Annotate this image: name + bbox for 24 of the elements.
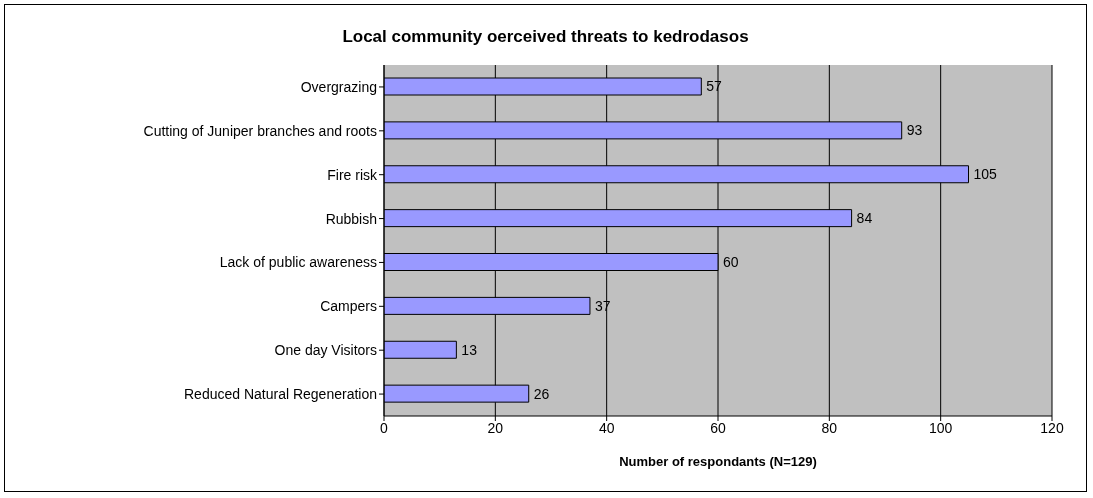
x-tick-label: 100 bbox=[928, 419, 953, 436]
data-label: 26 bbox=[533, 385, 550, 402]
data-label: 57 bbox=[706, 78, 723, 95]
x-tick-label: 60 bbox=[710, 419, 726, 436]
x-tick-label: 80 bbox=[821, 419, 838, 436]
chart-title: Local community oerceived threats to kedrodasos bbox=[341, 27, 750, 47]
x-tick-label: 20 bbox=[487, 419, 504, 436]
data-label: 105 bbox=[973, 166, 998, 183]
y-tick-label: Cutting of Juniper branches and roots bbox=[143, 122, 377, 139]
x-tick-label: 0 bbox=[380, 419, 389, 436]
x-axis-title: Number of respondants (N=129) bbox=[619, 454, 817, 469]
y-tick-label: Campers bbox=[320, 298, 377, 315]
y-tick-label: Fire risk bbox=[327, 166, 378, 183]
x-tick-label: 40 bbox=[598, 419, 615, 436]
y-tick-label: Lack of public awareness bbox=[219, 254, 377, 271]
data-label: 84 bbox=[856, 210, 873, 227]
y-tick-label: One day Visitors bbox=[274, 342, 377, 359]
data-label: 60 bbox=[723, 253, 739, 270]
y-tick-label: Overgrazing bbox=[300, 78, 377, 95]
y-tick-label: Reduced Natural Regeneration bbox=[183, 386, 377, 403]
y-tick-label: Rubbish bbox=[325, 210, 377, 227]
data-label: 13 bbox=[461, 341, 478, 358]
data-label: 93 bbox=[906, 122, 923, 139]
x-tick-label: 120 bbox=[1040, 419, 1064, 436]
